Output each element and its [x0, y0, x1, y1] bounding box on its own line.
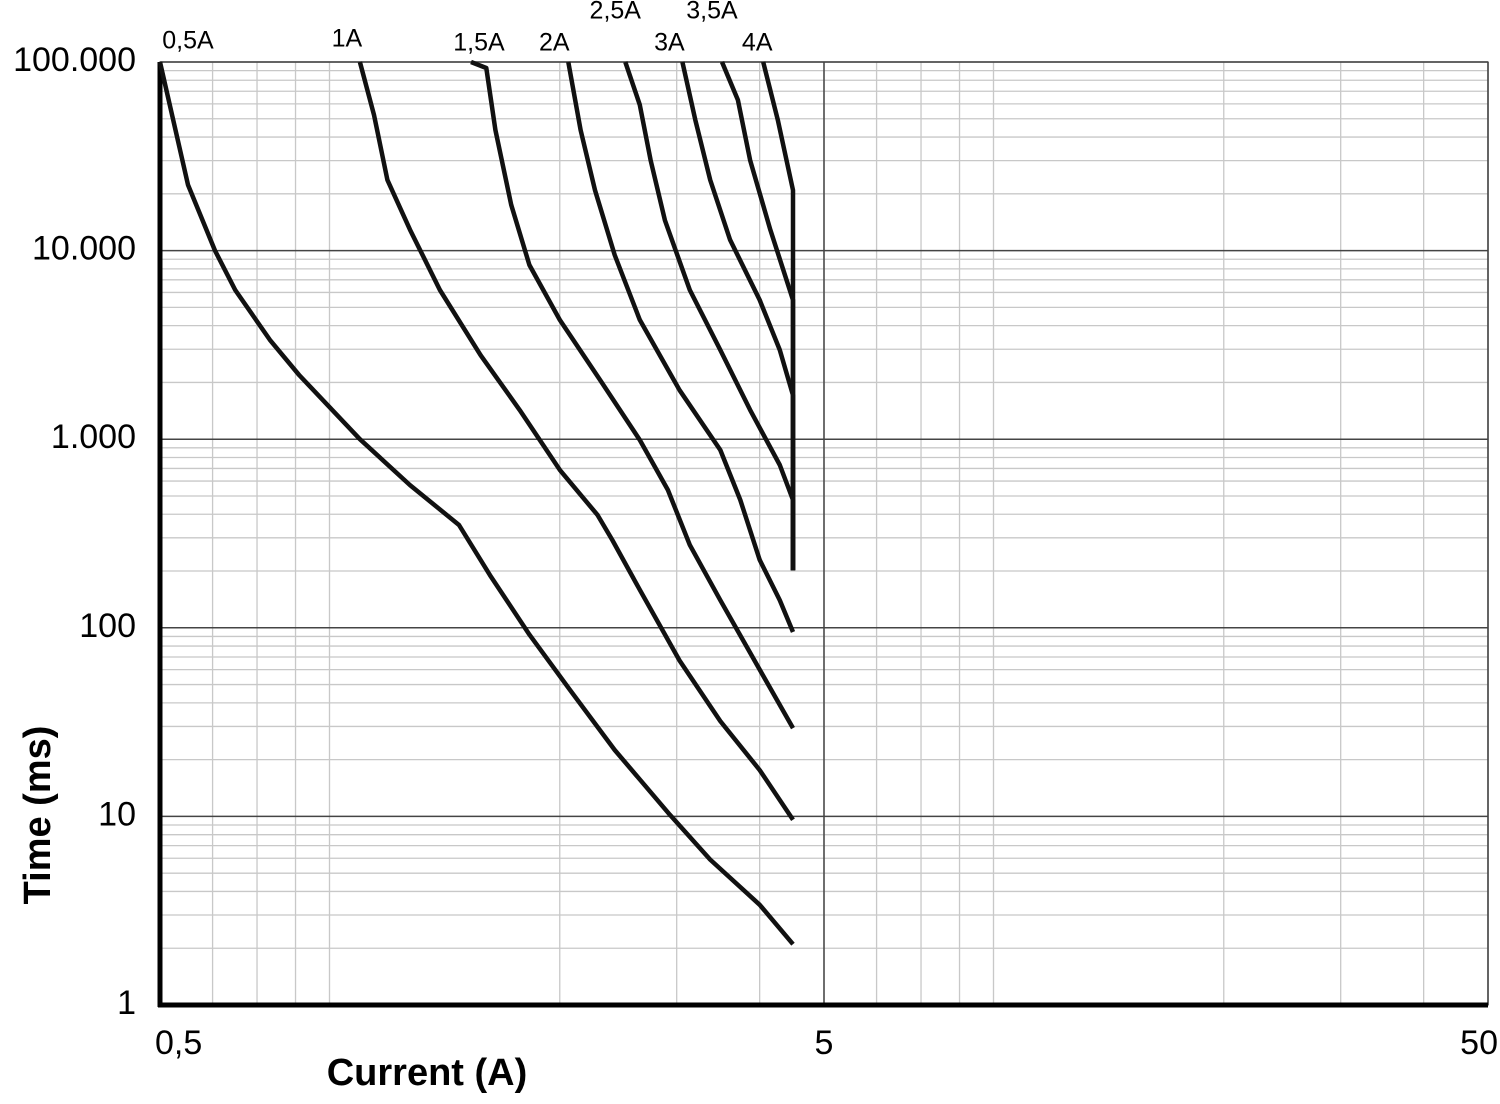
x-tick-label: 0,5 [155, 1024, 202, 1062]
trip-curve [470, 59, 795, 730]
y-tick-label: 1 [117, 984, 136, 1022]
trip-curve [357, 61, 795, 821]
trip-curve [623, 61, 796, 571]
y-axis-label: Time (ms) [17, 726, 59, 905]
y-tick-label: 1.000 [51, 418, 136, 456]
x-axis-label: Current (A) [327, 1052, 528, 1094]
curve-label: 1,5A [453, 29, 505, 57]
trip-curve [566, 61, 796, 633]
trip-curve [761, 61, 796, 571]
x-tick-label: 5 [815, 1024, 834, 1062]
curve-label: 3,5A [686, 0, 738, 25]
y-tick-label: 100.000 [13, 41, 136, 79]
x-tick-label: 50 [1460, 1024, 1498, 1062]
curve-label: 4A [742, 29, 773, 57]
y-tick-label: 100 [79, 607, 136, 645]
curve-label: 1A [332, 25, 363, 53]
curve-label: 2A [539, 29, 570, 57]
trip-curve [157, 61, 795, 946]
y-tick-label: 10.000 [32, 230, 136, 268]
curve-label: 0,5A [162, 27, 214, 55]
y-tick-label: 10 [98, 795, 136, 833]
curve-label: 2,5A [590, 0, 642, 25]
curve-label: 3A [654, 29, 685, 57]
